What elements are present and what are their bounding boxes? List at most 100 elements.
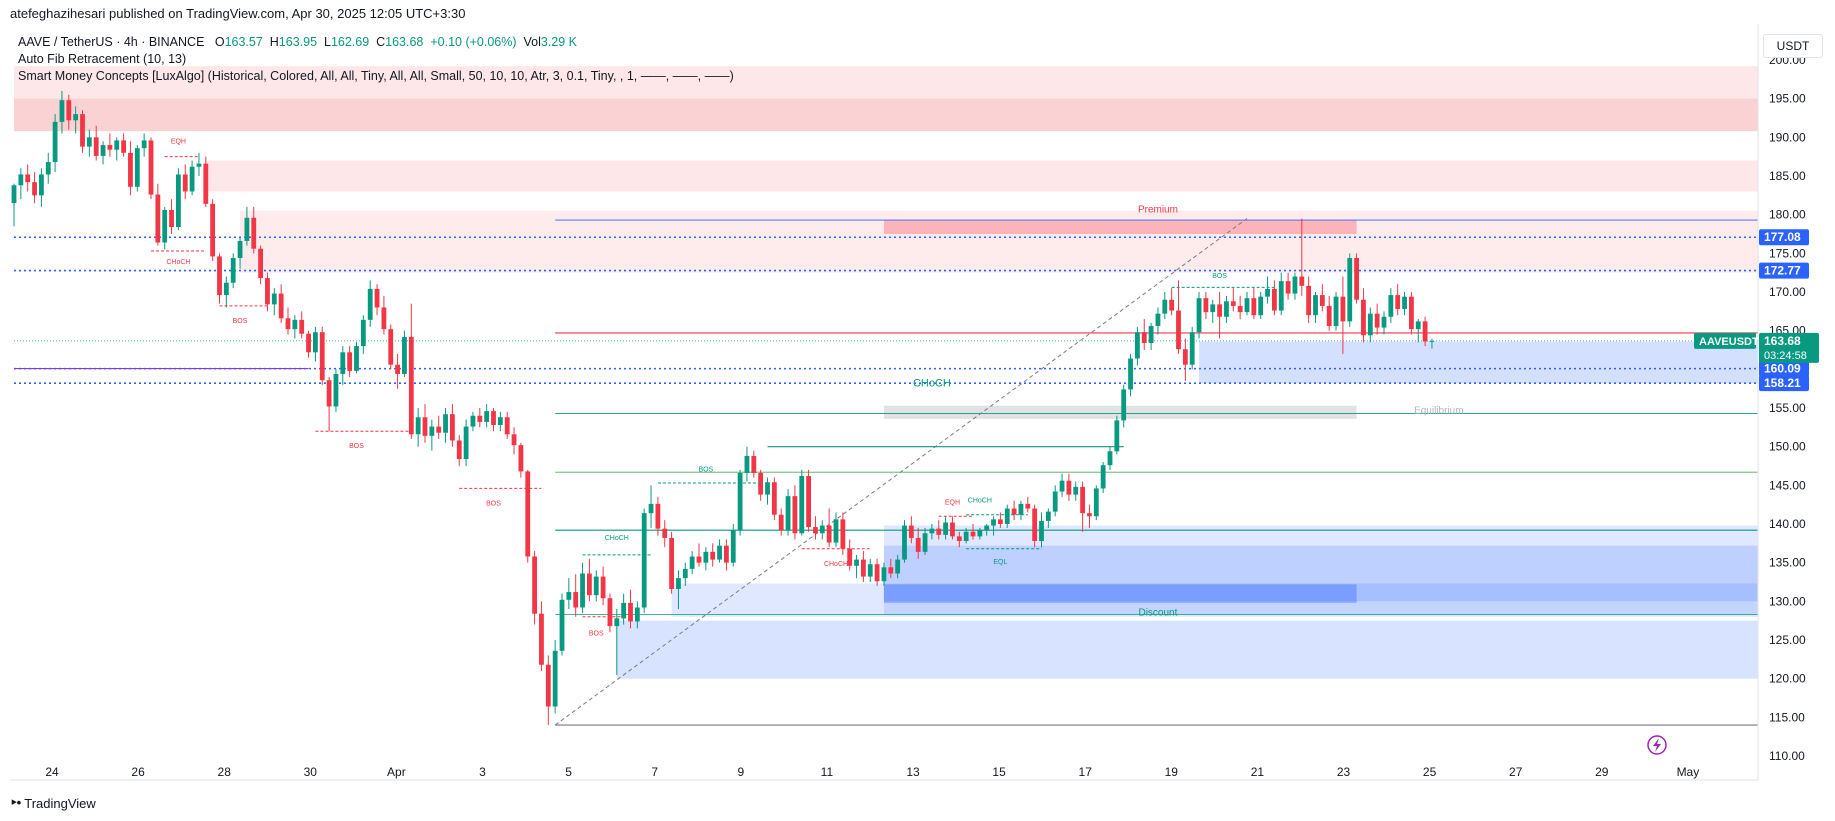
candle-body [751, 455, 757, 473]
candle-body [861, 559, 866, 577]
time-axis-label: 21 [1251, 765, 1265, 779]
price-axis-tick-label: 125.00 [1769, 633, 1806, 647]
candle-body [1203, 298, 1209, 313]
candle-body [285, 318, 291, 330]
price-axis-tick-label: 110.00 [1769, 749, 1805, 763]
candle-body [826, 525, 832, 543]
structure-label: Equilibrium [1414, 405, 1463, 416]
candle-body [1415, 321, 1421, 330]
candle-body [148, 140, 154, 195]
price-axis-tick-label: 170.00 [1769, 285, 1806, 299]
symbol-tag-label: AAVEUSDT [1699, 336, 1759, 348]
candle-body [1299, 276, 1305, 286]
candle-body [223, 282, 229, 296]
legend-symbol-row: AAVE / TetherUS · 4h · BINANCE O163.57 H… [18, 34, 734, 51]
lightning-icon[interactable] [1647, 735, 1667, 755]
candle-body [196, 163, 202, 167]
candle-body [1306, 285, 1312, 316]
lightning-icon-bolt [1653, 738, 1661, 752]
structure-label: CHoCH [166, 259, 190, 266]
candle-body [676, 578, 681, 589]
candle-body [771, 482, 777, 515]
candle-body [539, 613, 544, 665]
candle-body [840, 519, 846, 549]
candle-body [374, 288, 380, 308]
candle-body [1114, 420, 1120, 452]
candle-body [573, 592, 579, 608]
structure-label: Premium [1138, 204, 1178, 215]
candle-body [497, 417, 503, 426]
candle-body [299, 319, 305, 334]
candle-body [785, 496, 791, 531]
candle-body [1361, 299, 1366, 336]
candle-body [984, 525, 990, 531]
footer-brand[interactable]: ‣• TradingView [10, 795, 96, 811]
candle-body [1093, 488, 1099, 517]
price-tag: 172.77 [1759, 262, 1809, 279]
symbol-tag-bg [1694, 332, 1756, 349]
candle-body [265, 278, 270, 305]
candle-body [319, 332, 325, 381]
smc-zone [883, 405, 1357, 419]
candle-body [977, 530, 983, 537]
candle-body [230, 257, 236, 283]
candle-body [182, 174, 188, 192]
structure-label: BOS [1212, 273, 1227, 280]
candle-body [655, 503, 661, 529]
candle-body [730, 530, 736, 563]
candle-body [587, 573, 592, 596]
candle-body [943, 522, 948, 535]
candle-body [545, 664, 551, 707]
candle-body [607, 598, 613, 627]
candle-body [477, 415, 483, 422]
candle-body [1004, 508, 1010, 524]
candle-body [778, 514, 784, 531]
candle-body [819, 525, 825, 534]
candle-body [1080, 486, 1085, 514]
smc-zone [883, 545, 1758, 602]
candle-body [1128, 358, 1133, 390]
legend-close: 163.68 [385, 35, 424, 49]
candle-body [203, 163, 209, 204]
time-axis-label: 5 [565, 765, 572, 779]
price-axis-tick-label: 180.00 [1769, 208, 1806, 222]
candle-body [1141, 332, 1147, 344]
candle-body [970, 531, 976, 537]
candle-body [1429, 340, 1435, 342]
legend-symbol[interactable]: AAVE / TetherUS · 4h · BINANCE [18, 35, 205, 49]
price-tag-bg [1759, 375, 1809, 392]
candle-body [354, 346, 359, 371]
candle-body [415, 417, 421, 435]
candle-body [155, 194, 161, 243]
candle-body [258, 248, 263, 279]
time-axis-label: 11 [821, 765, 834, 779]
price-axis-tick-label: 115.00 [1769, 710, 1805, 724]
candle-body [936, 528, 942, 535]
candle-body [347, 352, 353, 371]
time-axis-label: May [1677, 765, 1700, 779]
legend-indicator-smc[interactable]: Smart Money Concepts [LuxAlgo] (Historic… [18, 69, 734, 83]
legend-indicator-fib[interactable]: Auto Fib Retracement (10, 13) [18, 52, 187, 66]
candle-body [251, 217, 257, 249]
candle-body [1347, 257, 1353, 322]
candle-body [367, 288, 373, 320]
candle-body [1032, 508, 1038, 542]
candle-body [1388, 295, 1394, 317]
candle-body [806, 476, 811, 528]
candle-body [1169, 299, 1175, 311]
candle-body [1340, 296, 1346, 322]
candle-body [100, 145, 106, 156]
candle-body [1258, 296, 1264, 316]
candle-body [1011, 508, 1017, 515]
candle-body [813, 527, 818, 534]
price-axis-tick-label: 130.00 [1769, 594, 1806, 608]
currency-button[interactable]: USDT [1763, 34, 1823, 58]
candle-body [114, 140, 120, 150]
smc-zone [883, 525, 1758, 615]
candle-body [169, 210, 174, 228]
candle-body [134, 148, 140, 187]
candle-body [121, 140, 126, 153]
candle-body [162, 210, 168, 243]
candle-body [888, 567, 894, 574]
